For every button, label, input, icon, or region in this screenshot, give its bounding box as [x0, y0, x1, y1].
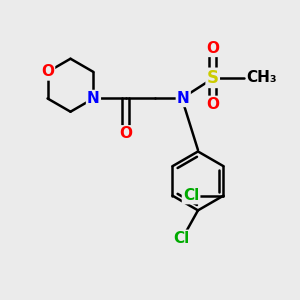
- Text: Cl: Cl: [174, 231, 190, 246]
- Text: O: O: [41, 64, 54, 80]
- Text: O: O: [206, 41, 219, 56]
- Text: O: O: [119, 126, 132, 141]
- Text: Cl: Cl: [183, 188, 199, 203]
- Text: S: S: [207, 69, 219, 87]
- Text: O: O: [206, 97, 219, 112]
- Text: N: N: [87, 91, 100, 106]
- Text: CH₃: CH₃: [247, 70, 277, 86]
- Text: N: N: [177, 91, 190, 106]
